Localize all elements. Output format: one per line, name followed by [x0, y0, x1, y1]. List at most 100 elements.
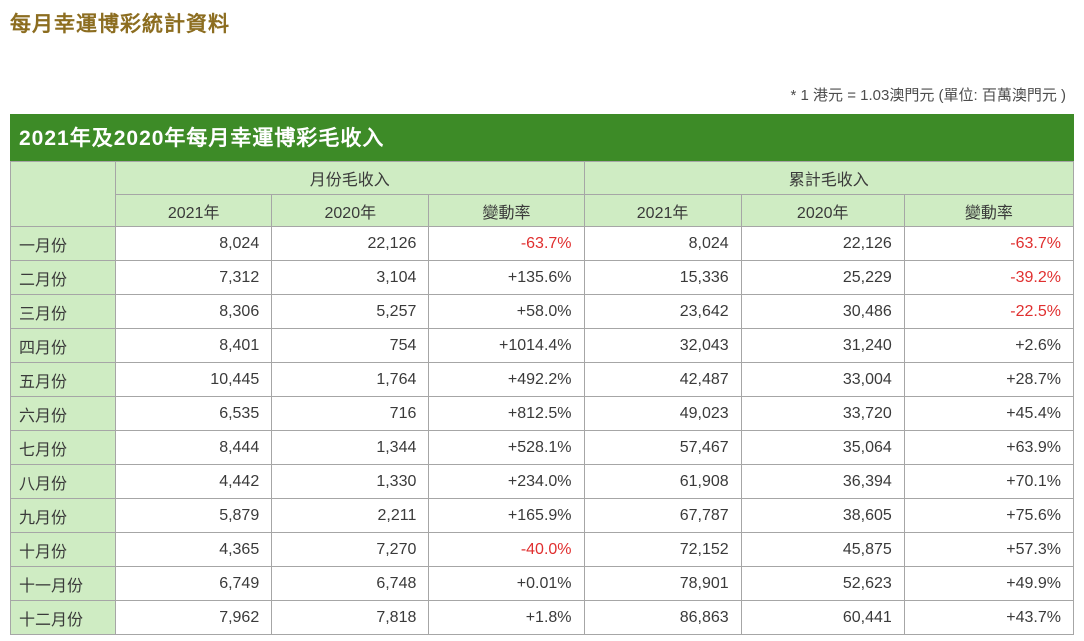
- cumulative-change-cell: +2.6%: [903, 328, 1075, 363]
- monthly-2020-cell: 5,257: [271, 294, 430, 329]
- group-header-row: 月份毛收入 累計毛收入: [9, 161, 1075, 227]
- monthly-change-cell: +528.1%: [428, 430, 585, 465]
- monthly-change-cell: +1014.4%: [428, 328, 585, 363]
- cumulative-2020-cell: 45,875: [740, 532, 905, 567]
- monthly-2020-cell: 1,344: [271, 430, 430, 465]
- cumulative-2020-cell: 38,605: [740, 498, 905, 533]
- subheader-cumulative-2020: 2020年: [740, 194, 905, 227]
- cumulative-2021-cell: 61,908: [583, 464, 742, 499]
- month-label-cell: 十二月份: [9, 600, 117, 635]
- monthly-2021-cell: 7,312: [115, 260, 273, 295]
- revenue-table: 月份毛收入 累計毛收入 2021年 2020年 變動率 2021年 2020年 …: [9, 161, 1075, 635]
- cumulative-2021-cell: 8,024: [583, 226, 742, 261]
- subheader-monthly-2021: 2021年: [115, 194, 273, 227]
- month-label-cell: 六月份: [9, 396, 117, 431]
- monthly-2021-cell: 4,365: [115, 532, 273, 567]
- cumulative-2020-cell: 33,720: [740, 396, 905, 431]
- monthly-2021-cell: 6,535: [115, 396, 273, 431]
- cumulative-2020-cell: 35,064: [740, 430, 905, 465]
- cumulative-2020-cell: 25,229: [740, 260, 905, 295]
- cumulative-2020-cell: 30,486: [740, 294, 905, 329]
- monthly-2020-cell: 3,104: [271, 260, 430, 295]
- monthly-change-cell: +0.01%: [428, 566, 585, 601]
- cumulative-change-cell: +70.1%: [903, 464, 1075, 499]
- cumulative-2021-cell: 72,152: [583, 532, 742, 567]
- monthly-change-cell: +234.0%: [428, 464, 585, 499]
- group-header-monthly: 月份毛收入: [115, 161, 585, 195]
- table-title-bar: 2021年及2020年每月幸運博彩毛收入: [10, 114, 1074, 161]
- monthly-2020-cell: 7,270: [271, 532, 430, 567]
- monthly-2021-cell: 5,879: [115, 498, 273, 533]
- cumulative-2020-cell: 22,126: [740, 226, 905, 261]
- month-label-cell: 九月份: [9, 498, 117, 533]
- monthly-change-cell: +135.6%: [428, 260, 585, 295]
- page-title: 每月幸運博彩統計資料: [10, 13, 230, 36]
- cumulative-change-cell: +49.9%: [903, 566, 1075, 601]
- cumulative-2020-cell: 36,394: [740, 464, 905, 499]
- corner-cell: [9, 161, 117, 227]
- table-row: 五月份 10,445 1,764 +492.2% 42,487 33,004 +…: [9, 362, 1075, 397]
- table-row: 二月份 7,312 3,104 +135.6% 15,336 25,229 -3…: [9, 260, 1075, 295]
- monthly-2021-cell: 8,024: [115, 226, 273, 261]
- monthly-change-cell: +1.8%: [428, 600, 585, 635]
- page: { "page": { "title": "每月幸運博彩統計資料", "note…: [0, 8, 1084, 641]
- revenue-table-section: 2021年及2020年每月幸運博彩毛收入 月份毛收入 累計毛收入 2021年 2…: [9, 114, 1075, 635]
- month-label-cell: 五月份: [9, 362, 117, 397]
- monthly-2020-cell: 22,126: [271, 226, 430, 261]
- cumulative-2021-cell: 78,901: [583, 566, 742, 601]
- monthly-2021-cell: 4,442: [115, 464, 273, 499]
- subheader-cumulative-2021: 2021年: [583, 194, 742, 227]
- monthly-2021-cell: 7,962: [115, 600, 273, 635]
- cumulative-2020-cell: 52,623: [740, 566, 905, 601]
- table-row: 八月份 4,442 1,330 +234.0% 61,908 36,394 +7…: [9, 464, 1075, 499]
- cumulative-change-cell: -39.2%: [903, 260, 1075, 295]
- cumulative-2021-cell: 23,642: [583, 294, 742, 329]
- cumulative-change-cell: +57.3%: [903, 532, 1075, 567]
- cumulative-2021-cell: 42,487: [583, 362, 742, 397]
- monthly-2020-cell: 2,211: [271, 498, 430, 533]
- month-label-cell: 十一月份: [9, 566, 117, 601]
- month-label-cell: 八月份: [9, 464, 117, 499]
- cumulative-change-cell: +63.9%: [903, 430, 1075, 465]
- monthly-change-cell: +812.5%: [428, 396, 585, 431]
- monthly-2021-cell: 10,445: [115, 362, 273, 397]
- monthly-2021-cell: 8,444: [115, 430, 273, 465]
- subheader-monthly-2020: 2020年: [271, 194, 430, 227]
- monthly-change-cell: -40.0%: [428, 532, 585, 567]
- sub-header-row: 2021年 2020年 變動率 2021年 2020年 變動率: [11, 194, 1075, 227]
- cumulative-change-cell: +28.7%: [903, 362, 1075, 397]
- monthly-2020-cell: 1,330: [271, 464, 430, 499]
- group-header-cumulative: 累計毛收入: [583, 161, 1075, 195]
- monthly-2020-cell: 754: [271, 328, 430, 363]
- month-label-cell: 三月份: [9, 294, 117, 329]
- cumulative-2021-cell: 32,043: [583, 328, 742, 363]
- cumulative-change-cell: +75.6%: [903, 498, 1075, 533]
- month-label-cell: 七月份: [9, 430, 117, 465]
- cumulative-2021-cell: 86,863: [583, 600, 742, 635]
- monthly-2021-cell: 8,306: [115, 294, 273, 329]
- monthly-2021-cell: 6,749: [115, 566, 273, 601]
- table-row: 一月份 8,024 22,126 -63.7% 8,024 22,126 -63…: [9, 226, 1075, 261]
- monthly-change-cell: +58.0%: [428, 294, 585, 329]
- cumulative-change-cell: -22.5%: [903, 294, 1075, 329]
- subheader-cumulative-change: 變動率: [903, 194, 1075, 227]
- monthly-2020-cell: 716: [271, 396, 430, 431]
- table-row: 十月份 4,365 7,270 -40.0% 72,152 45,875 +57…: [9, 532, 1075, 567]
- cumulative-change-cell: +45.4%: [903, 396, 1075, 431]
- monthly-2020-cell: 1,764: [271, 362, 430, 397]
- monthly-change-cell: +165.9%: [428, 498, 585, 533]
- month-label-cell: 二月份: [9, 260, 117, 295]
- table-row: 四月份 8,401 754 +1014.4% 32,043 31,240 +2.…: [9, 328, 1075, 363]
- monthly-2020-cell: 6,748: [271, 566, 430, 601]
- table-row: 七月份 8,444 1,344 +528.1% 57,467 35,064 +6…: [9, 430, 1075, 465]
- table-row: 三月份 8,306 5,257 +58.0% 23,642 30,486 -22…: [9, 294, 1075, 329]
- cumulative-2020-cell: 60,441: [740, 600, 905, 635]
- monthly-2020-cell: 7,818: [271, 600, 430, 635]
- cumulative-2020-cell: 33,004: [740, 362, 905, 397]
- table-body: 一月份 8,024 22,126 -63.7% 8,024 22,126 -63…: [9, 226, 1075, 635]
- cumulative-2020-cell: 31,240: [740, 328, 905, 363]
- month-label-cell: 一月份: [9, 226, 117, 261]
- table-row: 九月份 5,879 2,211 +165.9% 67,787 38,605 +7…: [9, 498, 1075, 533]
- table-row: 十一月份 6,749 6,748 +0.01% 78,901 52,623 +4…: [9, 566, 1075, 601]
- cumulative-2021-cell: 57,467: [583, 430, 742, 465]
